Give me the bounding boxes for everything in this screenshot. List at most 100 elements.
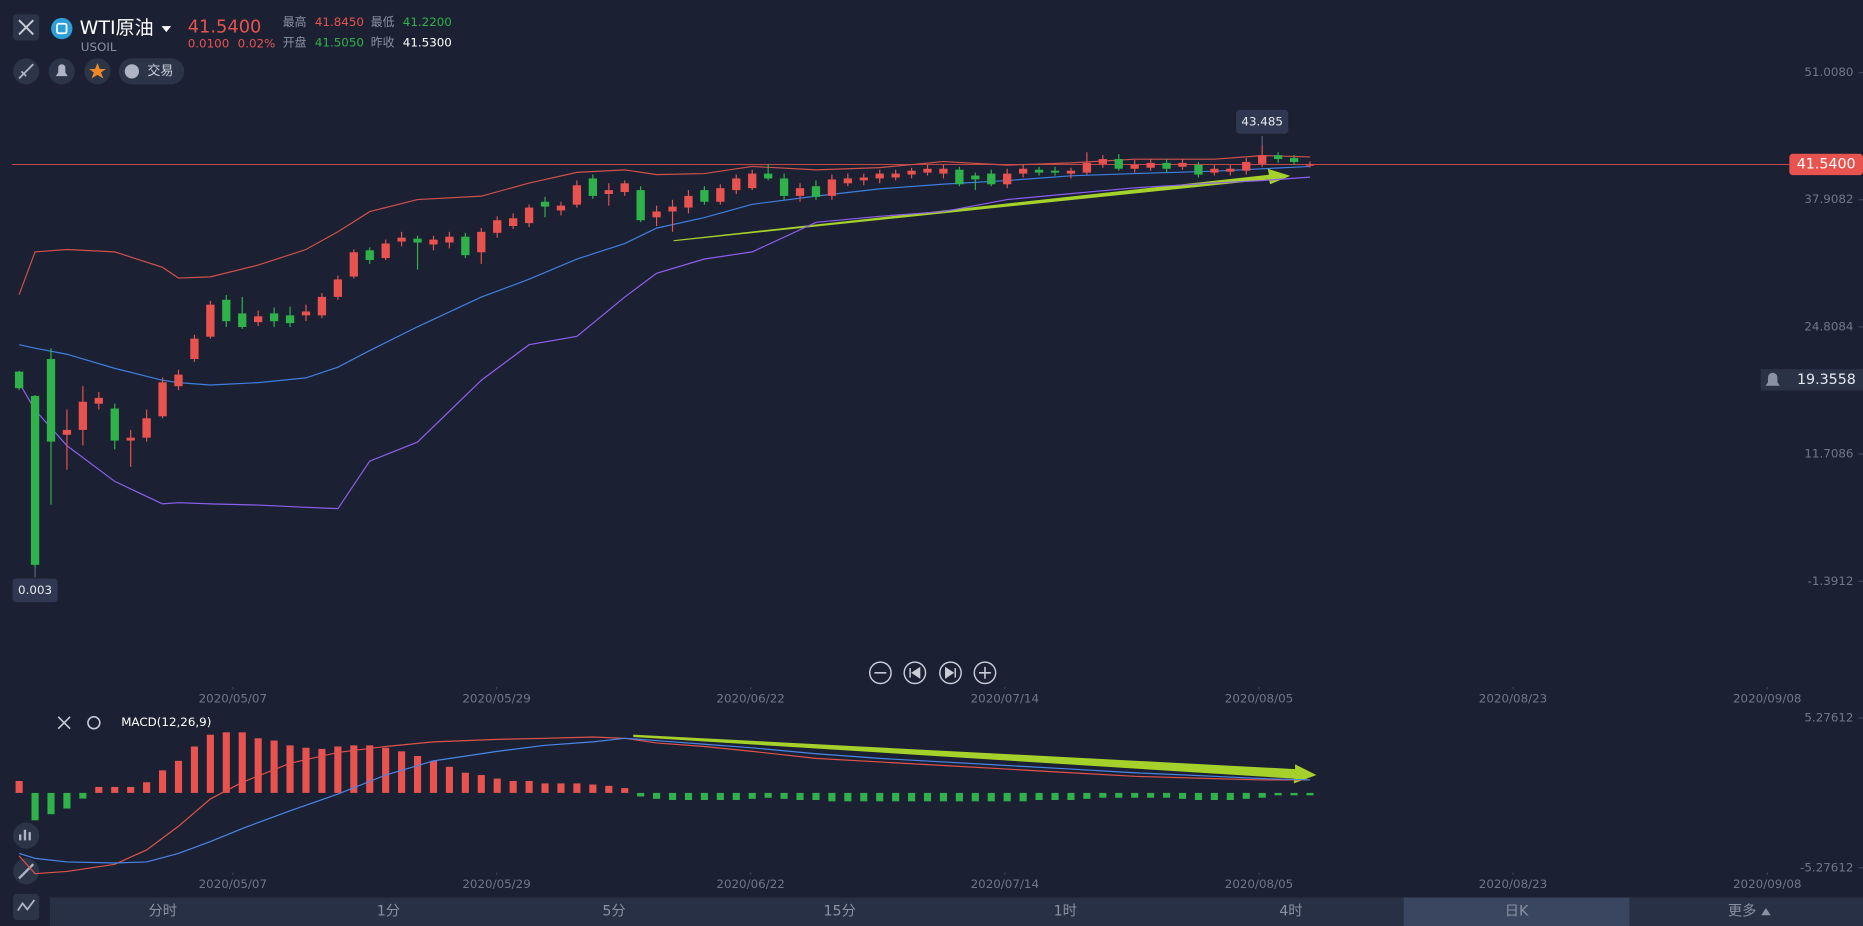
scroll-start-button[interactable] xyxy=(903,661,927,685)
macd-bar xyxy=(892,792,900,802)
macd-bar xyxy=(955,792,963,802)
x-tick-label: 2020/09/08 xyxy=(1733,691,1801,705)
candle-body xyxy=(381,243,390,259)
candle-body xyxy=(732,178,741,191)
macd-bar xyxy=(573,783,581,793)
timeframe-tab[interactable]: 分时 xyxy=(149,903,178,920)
timeframe-tab[interactable]: 日K xyxy=(1505,904,1529,920)
macd-bar xyxy=(445,766,453,793)
indicator-icon xyxy=(19,829,31,841)
timeframe-tab[interactable]: 4时 xyxy=(1279,903,1302,920)
macd-bar xyxy=(684,792,693,801)
candle-body xyxy=(620,183,629,193)
macd-bar xyxy=(429,760,438,793)
macd-bar xyxy=(589,784,597,793)
macd-bar xyxy=(1290,792,1298,796)
candle-body xyxy=(1114,159,1123,169)
macd-bar xyxy=(1067,792,1075,801)
macd-bar xyxy=(382,747,390,793)
candle-body xyxy=(779,178,789,196)
trade-icon xyxy=(124,64,140,79)
more-caret xyxy=(1761,908,1771,916)
symbol-dropdown[interactable] xyxy=(161,26,172,33)
candle-body xyxy=(955,169,964,185)
candle-body xyxy=(811,186,821,197)
candle-body xyxy=(62,429,72,435)
x-tick-label: 2020/08/23 xyxy=(1479,877,1547,891)
candle-body xyxy=(859,177,868,181)
alert-label: 19.3558 xyxy=(1797,372,1856,388)
candle-body xyxy=(795,188,805,196)
candle-body xyxy=(827,179,837,196)
candle-body xyxy=(222,299,231,322)
trend-arrow xyxy=(673,168,1291,242)
timeframe-tab[interactable]: 15分 xyxy=(823,903,855,920)
stat-label: 最高 xyxy=(283,15,307,29)
candle-body xyxy=(30,395,40,565)
x-tick-label: 2020/05/07 xyxy=(199,877,267,891)
macd-bar xyxy=(1194,792,1203,801)
stat-value: 41.5300 xyxy=(403,35,452,49)
max-label-box xyxy=(1236,109,1289,134)
candle-body xyxy=(1066,170,1076,174)
macd-line xyxy=(18,736,1311,875)
candle-body xyxy=(78,401,88,430)
macd-bar xyxy=(621,788,629,793)
candle-body xyxy=(493,220,502,233)
zoom-in-button[interactable] xyxy=(973,661,997,685)
candle-body xyxy=(413,238,422,243)
symbol-name[interactable]: WTI原油 xyxy=(80,17,154,39)
macd-bar xyxy=(350,745,358,793)
candle-body xyxy=(1242,161,1251,171)
macd-bar xyxy=(158,770,167,793)
macd-close[interactable] xyxy=(57,716,71,730)
candle-body xyxy=(1130,164,1139,169)
macd-bar xyxy=(1210,792,1218,801)
candle-body xyxy=(461,236,470,256)
candle-body xyxy=(142,418,151,438)
candle-body xyxy=(716,188,725,202)
candle-body xyxy=(14,371,24,389)
timeframe-tab[interactable]: 更多 xyxy=(1728,903,1757,920)
x-tick-label: 2020/08/05 xyxy=(1225,691,1293,705)
macd-bar xyxy=(493,778,501,793)
trend-arrow xyxy=(633,734,1317,784)
x-tick-label: 2020/07/14 xyxy=(971,691,1039,705)
macd-bar xyxy=(1083,792,1091,799)
alert-icon xyxy=(55,64,68,77)
x-tick-label: 2020/09/08 xyxy=(1733,877,1801,891)
trade-button[interactable] xyxy=(118,58,185,85)
macd-bar xyxy=(1242,792,1250,799)
candle-body xyxy=(158,382,167,417)
candle-body xyxy=(907,170,916,175)
candle-body xyxy=(509,218,518,227)
candle-body xyxy=(1034,169,1044,173)
candle-body xyxy=(540,201,550,207)
candle-body xyxy=(524,207,534,224)
candle-body xyxy=(604,190,613,194)
scroll-end-button[interactable] xyxy=(939,661,962,685)
macd-bar xyxy=(413,756,422,793)
candle-body xyxy=(1162,162,1171,169)
candle-body xyxy=(349,252,358,277)
trade-label[interactable]: 交易 xyxy=(147,63,173,79)
candle-body xyxy=(1003,173,1012,185)
candle-body xyxy=(588,178,598,196)
macd-bar xyxy=(1147,792,1155,798)
timeframe-tab[interactable]: 1分 xyxy=(377,903,400,920)
zoom-out-button[interactable] xyxy=(869,661,892,685)
timeframe-tab[interactable]: 5分 xyxy=(602,903,625,920)
x-tick-label: 2020/05/29 xyxy=(462,877,530,891)
macd-settings[interactable] xyxy=(87,716,101,730)
macd-bar xyxy=(31,792,39,821)
macd-bar xyxy=(796,792,804,801)
zoom-controls xyxy=(869,661,997,685)
candle-body xyxy=(269,313,279,322)
macd-bar xyxy=(700,792,708,801)
macd-bar xyxy=(525,780,533,793)
x-tick-label: 2020/05/29 xyxy=(462,691,530,705)
timeframe-tab[interactable]: 1时 xyxy=(1054,903,1077,920)
macd-bar xyxy=(366,745,374,793)
min-label-box xyxy=(12,578,58,603)
macd-bar xyxy=(987,792,995,802)
